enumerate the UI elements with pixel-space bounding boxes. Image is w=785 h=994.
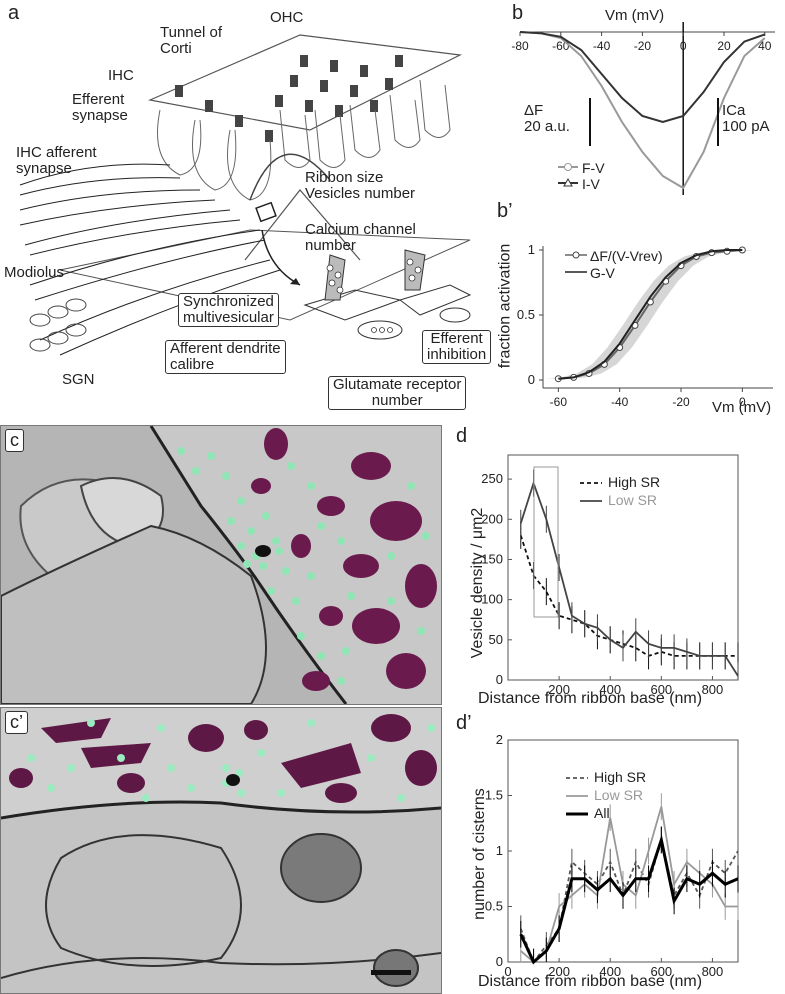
label-glutamate-receptor: Glutamate receptor number xyxy=(328,376,466,410)
legend-label: Low SR xyxy=(608,492,657,508)
label-sgn: SGN xyxy=(62,372,95,388)
x-tick-label: -40 xyxy=(593,39,611,53)
panel-c-letter: c xyxy=(5,429,24,452)
series-line-0 xyxy=(521,535,738,656)
label-efferent-synapse: Efferent synapse xyxy=(72,92,128,124)
legend-df-vrev: ΔF/(V-Vrev) xyxy=(590,248,663,264)
x-tick-label: -20 xyxy=(672,395,690,409)
label-modiolus: Modiolus xyxy=(4,265,64,281)
panel-d-ylabel: Vesicle density / μm2 xyxy=(470,483,486,683)
x-tick-label: -80 xyxy=(511,39,529,53)
legend-iv: I-V xyxy=(582,176,600,192)
y-tick-label: 0 xyxy=(496,672,503,687)
label-ohc: OHC xyxy=(270,10,303,26)
legend-gv: G-V xyxy=(590,265,615,281)
label-calcium-channel: Calcium channel number xyxy=(305,222,416,254)
panel-d-xlabel: Distance from ribbon base (nm) xyxy=(478,691,702,707)
series-line-0 xyxy=(521,840,738,962)
panel-c-em-image xyxy=(1,426,441,704)
legend-label: All xyxy=(594,805,610,821)
x-tick-label: 0 xyxy=(680,39,687,53)
y-tick-label: 0 xyxy=(496,954,503,969)
series-line-2 xyxy=(521,840,738,962)
label-ihc: IHC xyxy=(108,68,134,84)
legend-fv-marker xyxy=(565,164,572,171)
legend-label: High SR xyxy=(608,474,660,490)
series-line-1 xyxy=(521,483,738,676)
y-tick-label: 1 xyxy=(496,843,503,858)
x-tick-label: 800 xyxy=(702,964,724,979)
label-ihc-afferent-synapse: IHC afferent synapse xyxy=(16,145,97,177)
y-tick-label: 50 xyxy=(489,632,503,647)
panel-d-prime-ylabel: number of cisterns xyxy=(472,764,488,944)
label-synchronized-multivesicular: Synchronized multivesicular xyxy=(178,293,279,327)
panel-c-micrograph: c xyxy=(0,425,442,705)
panel-d-prime-xlabel: Distance from ribbon base (nm) xyxy=(478,974,702,990)
panel-c-prime-letter: c’ xyxy=(5,711,28,734)
legend-label: High SR xyxy=(594,769,646,785)
y-tick-label: 1 xyxy=(528,242,535,257)
legend-label: Low SR xyxy=(594,787,643,803)
panel-b-prime-xlabel: Vm (mV) xyxy=(712,400,771,416)
scale-bar-ica: ICa 100 pA xyxy=(722,103,770,135)
x-tick-label: 800 xyxy=(702,682,724,697)
label-ribbon-size: Ribbon size Vesicles number xyxy=(305,170,415,202)
y-tick-label: 0.5 xyxy=(517,307,535,322)
y-tick-label: 2 xyxy=(496,732,503,747)
x-tick-label: -20 xyxy=(634,39,652,53)
panel-a: a xyxy=(0,0,480,420)
label-efferent-inhibition: Efferent inhibition xyxy=(422,330,491,364)
x-tick-label: -40 xyxy=(611,395,629,409)
confidence-band xyxy=(546,250,755,379)
panel-b-prime-ylabel: fraction activation xyxy=(497,244,513,369)
x-tick-label: 20 xyxy=(717,39,731,53)
panel-c-prime-micrograph: c’ xyxy=(0,707,442,994)
legend-fv: F-V xyxy=(582,160,605,176)
x-tick-label: -60 xyxy=(550,395,568,409)
panel-c-prime-em-image xyxy=(1,708,441,993)
label-tunnel-of-corti: Tunnel of Corti xyxy=(160,25,222,57)
y-tick-label: 0 xyxy=(528,372,535,387)
label-afferent-dendrite: Afferent dendrite calibre xyxy=(165,340,286,374)
scale-bar-df: ΔF 20 a.u. xyxy=(524,103,570,135)
legend-df-marker xyxy=(573,252,579,258)
